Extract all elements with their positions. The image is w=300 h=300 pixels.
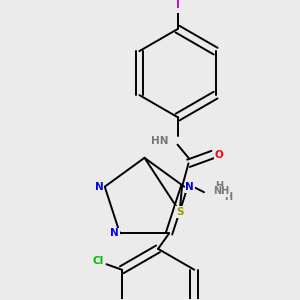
Text: H: H (215, 181, 223, 190)
Text: Cl: Cl (92, 256, 103, 266)
Text: O: O (215, 149, 224, 160)
Text: I: I (176, 0, 179, 10)
Text: S: S (176, 207, 184, 217)
Text: N: N (95, 182, 103, 192)
Text: HN: HN (151, 136, 169, 146)
Text: NH: NH (213, 186, 229, 196)
Text: N: N (110, 228, 119, 239)
Text: H: H (224, 192, 232, 202)
Text: N: N (185, 182, 194, 192)
